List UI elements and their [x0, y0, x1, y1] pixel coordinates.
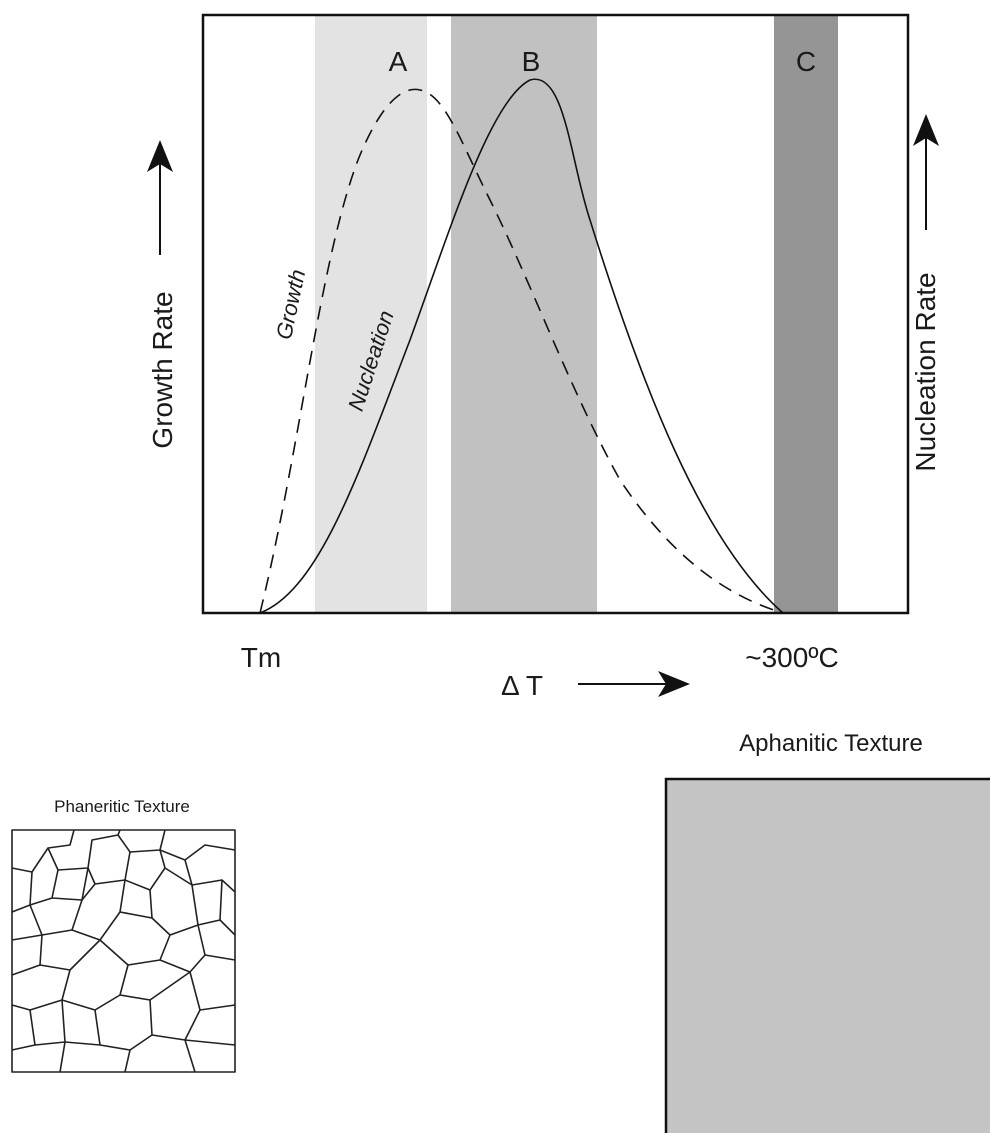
growth-curve: [259, 88, 784, 614]
nucleation-rate-axis-label: Nucleation Rate: [910, 272, 941, 471]
temperature-300-label: ~300ºC: [745, 642, 839, 673]
plot-frame: [201, 13, 910, 615]
zone-c-label: C: [796, 46, 816, 77]
growth-curve-label: Growth: [271, 267, 310, 342]
aphanitic-texture-block: [666, 779, 990, 1133]
nucleation-rate-arrow-icon: [913, 114, 939, 146]
growth-rate-axis-label: Growth Rate: [147, 291, 178, 448]
zone-c-band: [774, 15, 838, 613]
delta-t-arrow-icon: [658, 671, 690, 697]
zone-a-band: [315, 15, 427, 613]
phaneritic-texture-grains: [11, 829, 236, 1073]
aphanitic-texture-border: [664, 777, 990, 1133]
growth-rate-arrow-icon: [147, 140, 173, 172]
tm-label: Tm: [241, 642, 281, 673]
phaneritic-title: Phaneritic Texture: [54, 797, 190, 816]
zone-b-band: [451, 15, 597, 613]
zone-b-label: B: [522, 46, 541, 77]
nucleation-curve: [259, 78, 784, 614]
aphanitic-title: Aphanitic Texture: [739, 730, 923, 757]
delta-t-label: Δ T: [501, 670, 543, 701]
zone-a-label: A: [389, 46, 408, 77]
